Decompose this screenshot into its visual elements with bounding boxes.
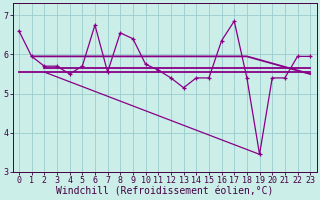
X-axis label: Windchill (Refroidissement éolien,°C): Windchill (Refroidissement éolien,°C) — [56, 187, 273, 197]
